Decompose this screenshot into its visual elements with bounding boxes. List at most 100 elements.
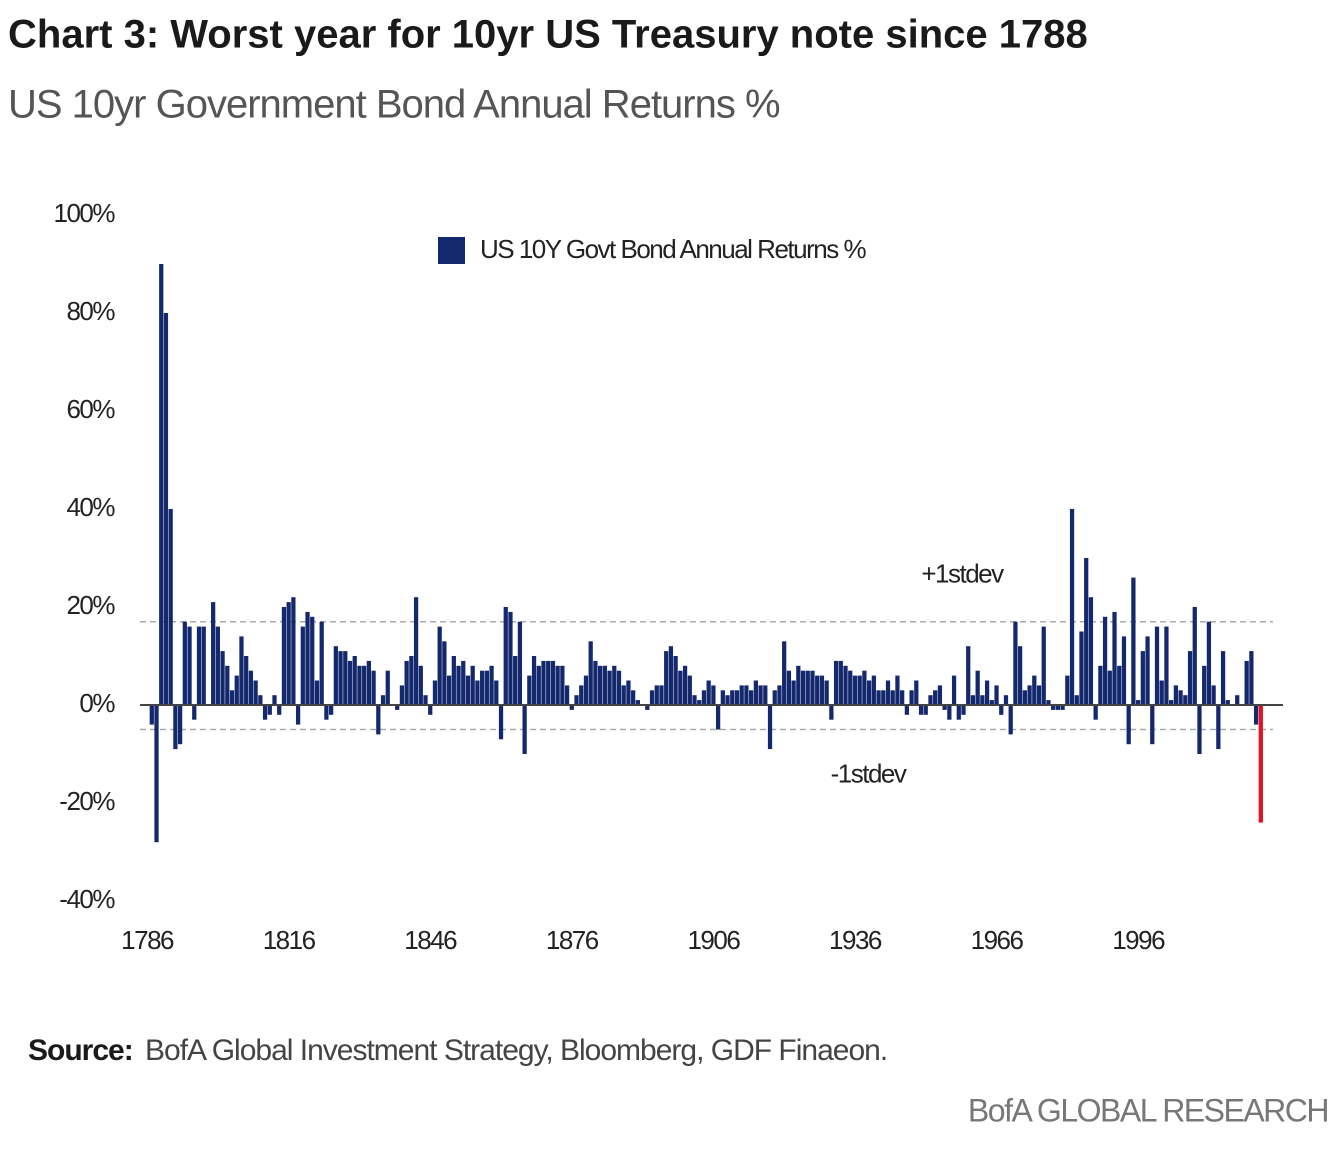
bar [848,670,853,705]
bar [1088,597,1094,705]
bar [1003,695,1009,705]
bar [838,660,843,705]
bar [871,675,876,705]
bar [791,680,796,705]
bar [1022,690,1027,705]
bar [517,621,523,705]
bar [588,641,593,705]
bar [1032,675,1037,705]
bar [343,651,348,705]
bar [1216,705,1221,750]
bar [163,313,169,705]
bar [1051,705,1056,710]
bar [829,705,834,720]
legend-label: US 10Y Govt Bond Annual Returns % [480,234,866,264]
bar [225,665,230,705]
y-tick-label: 60% [66,394,115,424]
bar [291,597,296,705]
bar [612,665,617,705]
bar [904,705,910,715]
bar [1093,705,1098,720]
bar [277,705,282,715]
bar [513,656,518,705]
bar [211,602,216,705]
bar [470,665,475,705]
bar [730,690,735,705]
bar [173,705,178,750]
bar [824,680,829,705]
bar [966,646,971,705]
bar [857,675,862,705]
bar [404,660,409,705]
bar [1154,626,1160,705]
bar [149,705,154,725]
bar [281,607,287,705]
y-tick-label: -40% [59,884,115,914]
bar [1121,636,1127,705]
bar [678,670,683,705]
bar [503,607,508,705]
bar [550,660,556,705]
bar [782,641,787,705]
bar [725,695,730,705]
bar [621,685,626,705]
bar [833,660,839,705]
bar [649,690,655,705]
bar [1192,607,1197,705]
bar [937,685,943,705]
bar [182,621,187,705]
bar [560,665,565,705]
bar [1027,685,1032,705]
bar [758,685,763,705]
bar [753,680,758,705]
bar [786,670,792,705]
bar [1102,616,1108,705]
bar [989,700,994,705]
bar [418,665,423,705]
bar [734,690,740,705]
bar [159,264,164,705]
bar [933,690,938,705]
bar [772,690,777,705]
bar [555,665,560,705]
bar [1112,611,1117,705]
bar [1164,626,1169,705]
bar [602,665,607,705]
x-tick-label: 1996 [1112,925,1165,955]
bar [763,685,768,705]
bar [177,705,183,745]
bar [215,626,220,705]
bar [428,705,433,715]
bar [862,670,867,705]
bar [843,665,848,705]
y-tick-label: 0% [79,688,115,718]
bar [201,626,206,705]
chart-title: Chart 3: Worst year for 10yr US Treasury… [8,13,1088,57]
bar [376,705,381,735]
bar [380,695,386,705]
bar [1159,680,1164,705]
bar [310,616,315,705]
bar [796,665,801,705]
bar [744,685,749,705]
bar [626,680,631,705]
bar [366,660,372,705]
bar [446,675,452,705]
bar [1225,700,1230,705]
bar [777,685,782,705]
bar [385,670,390,705]
bar [701,690,707,705]
bar [168,509,173,705]
bar [409,656,414,705]
x-tick-label: 1906 [687,925,740,955]
bar [234,675,239,705]
bar [338,651,343,705]
bar [267,705,272,715]
bar [942,705,947,710]
bar [527,675,532,705]
legend-swatch [438,237,465,264]
bar [682,665,688,705]
bar [885,680,891,705]
bar [1235,695,1240,705]
bar [272,695,277,705]
